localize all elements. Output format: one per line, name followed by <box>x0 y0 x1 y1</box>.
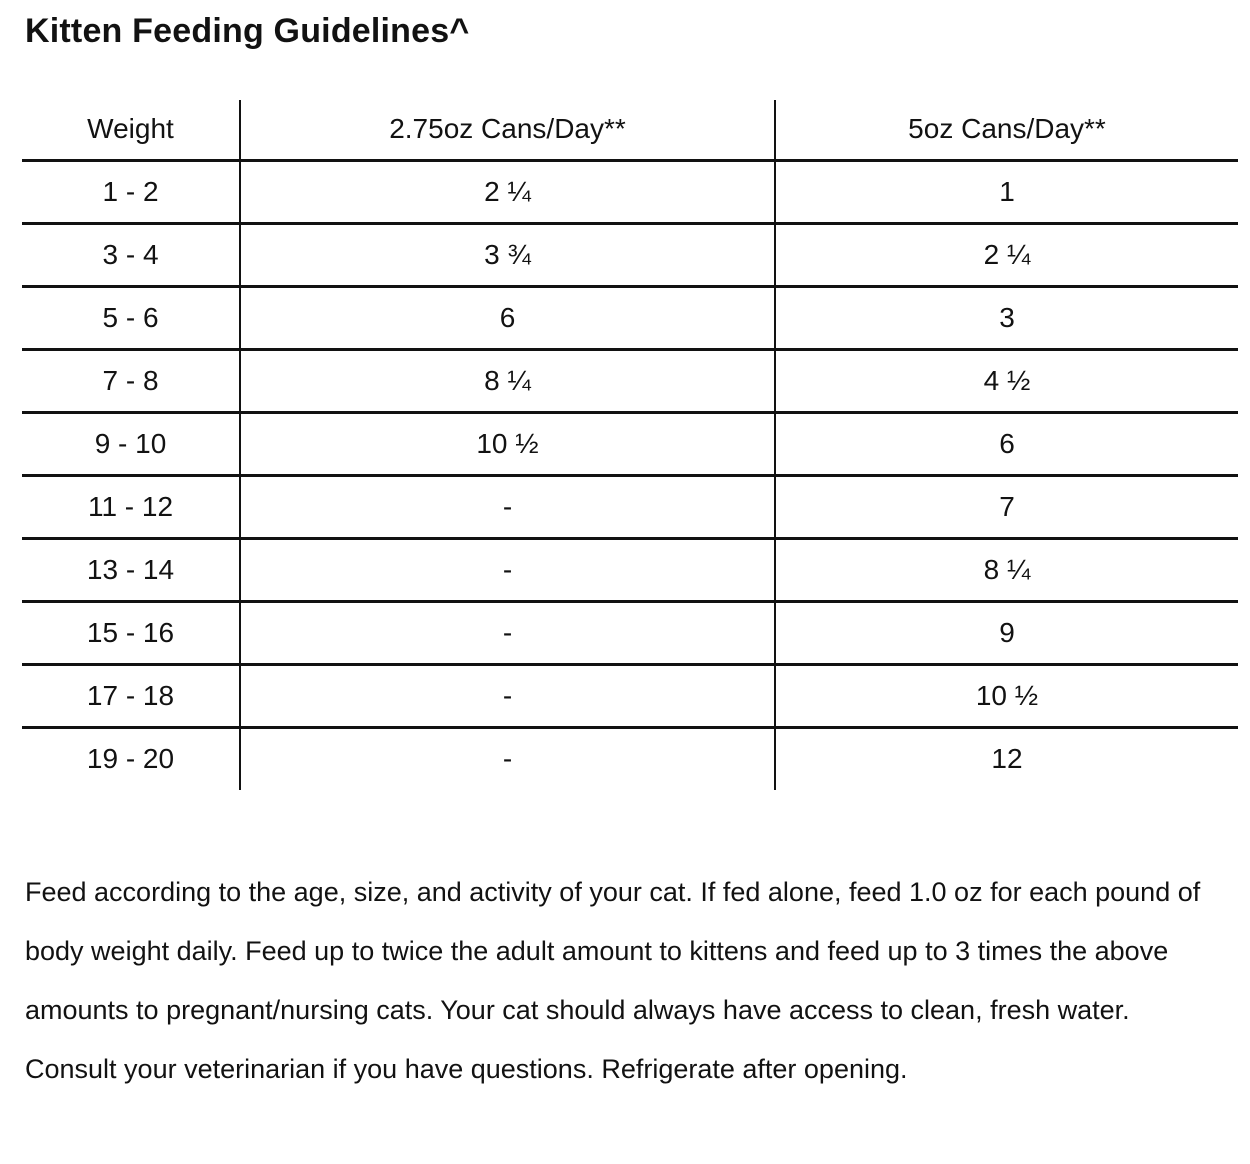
feeding-instructions-text: Feed according to the age, size, and act… <box>25 877 1201 1084</box>
table-cell: 7 <box>775 475 1238 540</box>
table-row: 17 - 18-10 ½ <box>22 664 1238 729</box>
table-cell: - <box>240 475 776 540</box>
table-cell: 1 - 2 <box>22 160 241 225</box>
table-cell: 6 <box>775 412 1238 477</box>
table-cell: 4 ½ <box>775 349 1238 414</box>
feeding-guidelines-table: Weight 2.75oz Cans/Day** 5oz Cans/Day** … <box>22 100 1238 790</box>
table-cell: 9 - 10 <box>22 412 241 477</box>
table-cell: 11 - 12 <box>22 475 241 540</box>
table-cell: 2 ¼ <box>240 160 776 225</box>
table-cell: - <box>240 601 776 666</box>
table-cell: - <box>240 538 776 603</box>
table-cell: 17 - 18 <box>22 664 241 729</box>
table-row: 15 - 16-9 <box>22 601 1238 666</box>
table-row: 11 - 12-7 <box>22 475 1238 540</box>
table-cell: 19 - 20 <box>22 727 241 790</box>
table-cell: 6 <box>240 286 776 351</box>
table-cell: 9 <box>775 601 1238 666</box>
column-header-weight: Weight <box>22 100 241 162</box>
table-cell: 5 - 6 <box>22 286 241 351</box>
table-header: Weight 2.75oz Cans/Day** 5oz Cans/Day** <box>22 100 1238 162</box>
table-cell: 3 - 4 <box>22 223 241 288</box>
table-cell: 8 ¼ <box>775 538 1238 603</box>
table-cell: 10 ½ <box>775 664 1238 729</box>
table-cell: 15 - 16 <box>22 601 241 666</box>
table-cell: 7 - 8 <box>22 349 241 414</box>
page-title: Kitten Feeding Guidelines^ <box>25 12 470 50</box>
table-cell: 10 ½ <box>240 412 776 477</box>
table-cell: 1 <box>775 160 1238 225</box>
table-cell: 8 ¼ <box>240 349 776 414</box>
table-cell: 2 ¼ <box>775 223 1238 288</box>
table-header-row: Weight 2.75oz Cans/Day** 5oz Cans/Day** <box>22 100 1238 162</box>
table-row: 13 - 14-8 ¼ <box>22 538 1238 603</box>
table-cell: - <box>240 664 776 729</box>
column-header-small-cans: 2.75oz Cans/Day** <box>240 100 776 162</box>
table-cell: 3 ¾ <box>240 223 776 288</box>
table-cell: 12 <box>991 743 1023 775</box>
column-header-large-cans: 5oz Cans/Day** <box>775 100 1238 162</box>
table-row: 19 - 20- 12 <box>22 727 1238 790</box>
table-cell: 13 - 14 <box>22 538 241 603</box>
table-cell: 3 <box>775 286 1238 351</box>
table-cell: - <box>240 727 776 790</box>
